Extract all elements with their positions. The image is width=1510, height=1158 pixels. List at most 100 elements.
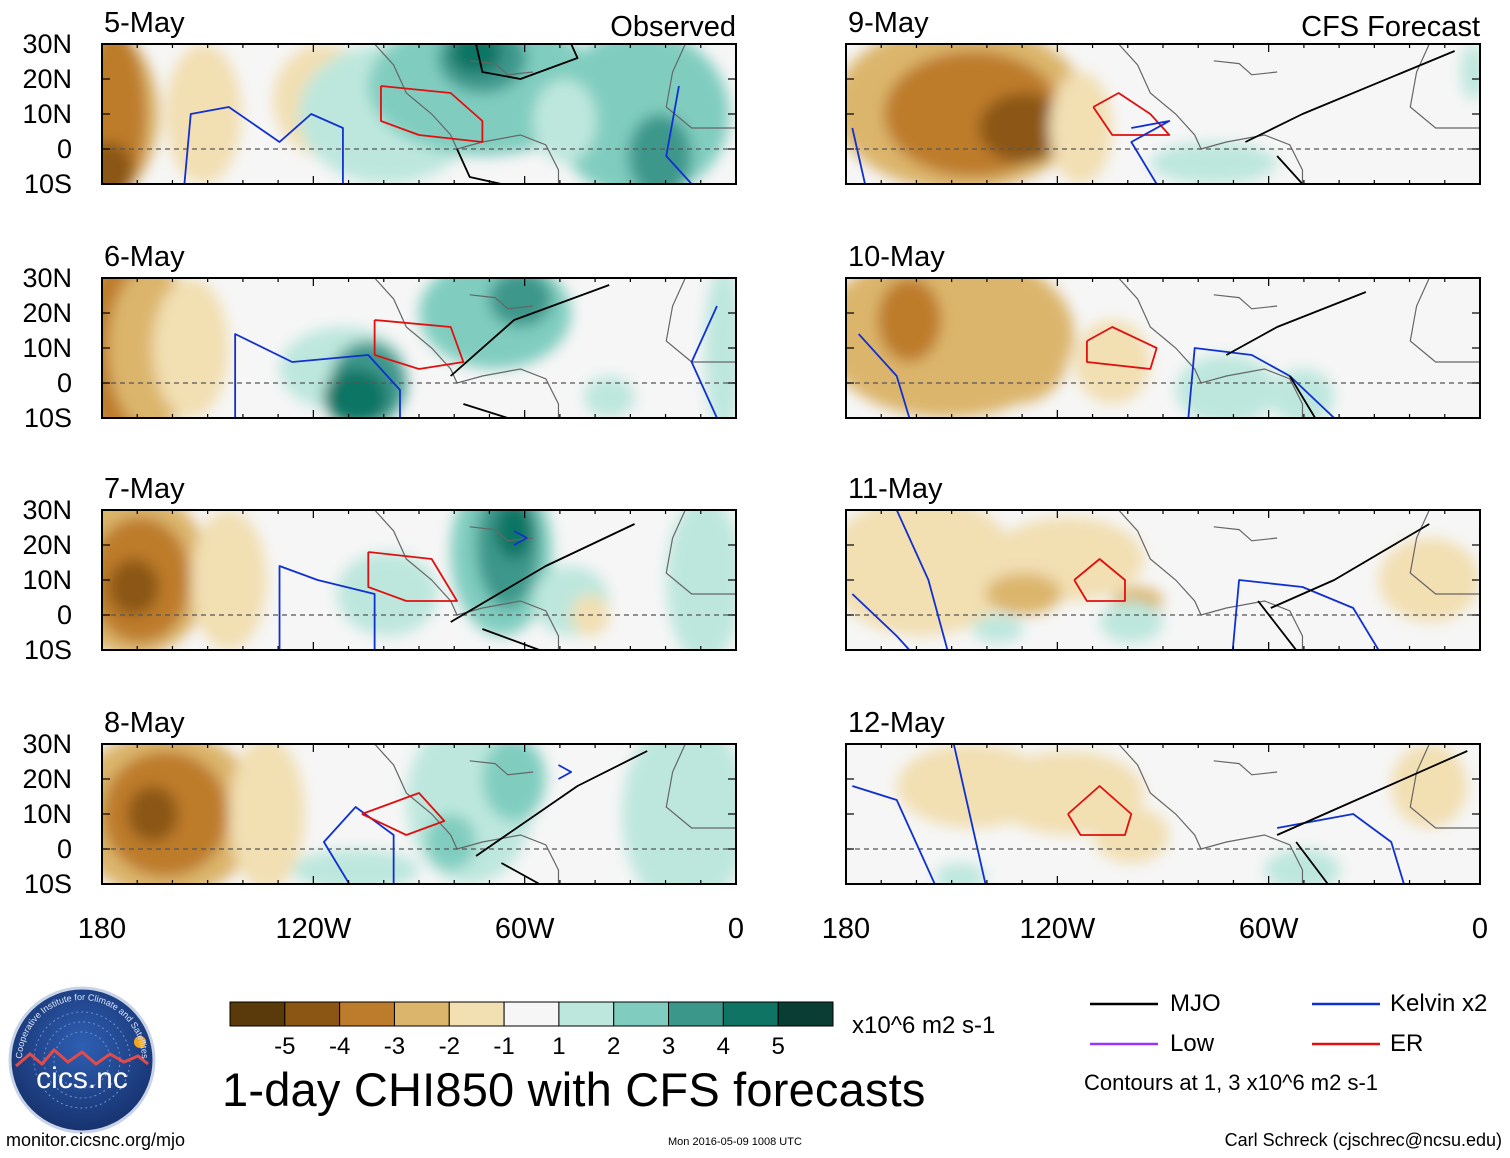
y-tick-label: 10N xyxy=(22,799,72,829)
mjo-contour xyxy=(1270,523,1430,609)
column-label: Observed xyxy=(610,11,736,43)
kelvin-contour xyxy=(851,127,866,184)
colorbar-swatch xyxy=(503,1001,560,1027)
kelvin-contour xyxy=(322,806,395,884)
coastline-caribbean xyxy=(1213,526,1278,542)
anomaly-region xyxy=(1378,538,1480,622)
x-tick-label: 180 xyxy=(822,913,870,945)
anomaly-region xyxy=(979,93,1068,163)
colorbar-tick-label: -3 xyxy=(384,1033,405,1060)
colorbar-tick-label: 3 xyxy=(662,1033,675,1060)
kelvin-contour xyxy=(1187,347,1335,418)
legend-label-low: Low xyxy=(1170,1030,1215,1057)
mjo-contour xyxy=(450,523,635,623)
y-tick-label: 0 xyxy=(57,368,72,398)
colorbar-tick-label: 4 xyxy=(717,1033,730,1060)
anomaly-region xyxy=(292,849,419,884)
coastline-caribbean xyxy=(469,760,534,776)
y-tick-label: 30N xyxy=(22,729,72,759)
logo-text: cics.nc xyxy=(36,1062,128,1095)
anomaly-region xyxy=(972,615,1024,643)
anomaly-region xyxy=(583,376,635,418)
kelvin-contour xyxy=(851,593,911,650)
kelvin-contour xyxy=(1231,579,1380,650)
colorbar-tick-label: 1 xyxy=(552,1033,565,1060)
mjo-contour xyxy=(475,750,648,857)
y-tick-label: 10S xyxy=(24,169,72,199)
coastline-africa xyxy=(1409,744,1480,829)
coastline-africa xyxy=(665,44,736,129)
anomaly-region xyxy=(450,44,502,74)
kelvin-contour xyxy=(895,510,949,650)
coastline-africa xyxy=(1409,278,1480,363)
y-tick-label: 30N xyxy=(22,495,72,525)
er-contour xyxy=(380,85,484,143)
cics-logo: cics.nc Cooperative Institute for Climat… xyxy=(8,986,156,1134)
mjo-contour xyxy=(456,148,502,184)
kelvin-contour xyxy=(1276,813,1405,884)
kelvin-contour xyxy=(558,764,573,780)
y-tick-label: 0 xyxy=(57,834,72,864)
colorbar-tick-label: -4 xyxy=(329,1033,350,1060)
anomaly-region xyxy=(495,510,534,559)
mjo-contour xyxy=(500,862,540,884)
x-tick-label: 120W xyxy=(1019,913,1095,945)
kelvin-contour xyxy=(852,785,936,884)
anomaly-region xyxy=(533,79,597,163)
anomaly-region xyxy=(966,306,1068,404)
y-tick-label: 10S xyxy=(24,403,72,433)
panel-8-may: 30N 20N 10N 0 10S 8-May xyxy=(22,707,737,899)
x-tick-label: 0 xyxy=(1472,913,1488,945)
panel-12-may: 30N20N10N010S12-May xyxy=(845,707,1481,885)
mjo-contour xyxy=(1276,750,1468,836)
coastline-africa xyxy=(1409,44,1480,129)
y-tick-label: 10S xyxy=(24,635,72,665)
y-tick-label: 20N xyxy=(22,64,72,94)
panel-date-label: 12-May xyxy=(848,707,945,739)
panel-7-may: 30N 20N 10N 0 10S 7-May xyxy=(22,473,737,665)
anomaly-region xyxy=(1048,72,1113,184)
er-contour xyxy=(1067,785,1133,836)
x-tick-label: 120W xyxy=(275,913,351,945)
anomaly-region xyxy=(323,369,388,418)
anomaly-region xyxy=(127,786,179,842)
colorbar-swatch xyxy=(393,1001,450,1027)
panel-date-label: 8-May xyxy=(104,707,185,739)
panel-date-label: 5-May xyxy=(104,7,185,39)
y-tick-label: 30N xyxy=(22,263,72,293)
anomaly-region xyxy=(1270,369,1335,418)
colorbar-swatch xyxy=(229,1001,286,1027)
anomaly-region xyxy=(165,44,242,184)
kelvin-contour xyxy=(234,333,401,418)
anomaly-region xyxy=(985,573,1062,615)
mjo-contour xyxy=(1295,841,1329,884)
anomaly-region xyxy=(1099,601,1164,643)
mjo-contour xyxy=(482,628,540,650)
er-contour xyxy=(1092,92,1171,136)
y-tick-label: 10S xyxy=(24,869,72,899)
contour-note: Contours at 1, 3 x10^6 m2 s-1 xyxy=(1084,1070,1379,1095)
y-tick-label: 20N xyxy=(22,530,72,560)
panel-date-label: 7-May xyxy=(104,473,185,505)
panel-date-label: 10-May xyxy=(848,241,945,273)
kelvin-contour xyxy=(690,305,718,418)
anomaly-region xyxy=(102,142,134,184)
mjo-contour xyxy=(1289,375,1316,418)
panel-6-may: 30N 20N 10N 0 10S 6-May xyxy=(22,241,737,433)
anomaly-region xyxy=(108,559,160,615)
colorbar-swatch xyxy=(448,1001,505,1027)
anomaly-region xyxy=(1074,320,1151,404)
panel-5-may: 30N 20N 10N 0 10S 5-May Observed xyxy=(22,7,737,199)
source-link[interactable]: monitor.cicsnc.org/mjo xyxy=(6,1130,186,1150)
coastline-caribbean xyxy=(1213,60,1278,76)
colorbar-units: x10^6 m2 s-1 xyxy=(852,1012,996,1039)
y-tick-label: 30N xyxy=(22,29,72,59)
anomaly-region xyxy=(846,510,1018,636)
anomaly-region xyxy=(488,278,553,327)
colorbar-swatch xyxy=(722,1001,779,1027)
anomaly-region xyxy=(1093,807,1170,863)
y-tick-label: 20N xyxy=(22,298,72,328)
kelvin-contour xyxy=(278,565,376,650)
mjo-contour xyxy=(1257,600,1297,650)
x-tick-label: 60W xyxy=(1239,913,1299,945)
